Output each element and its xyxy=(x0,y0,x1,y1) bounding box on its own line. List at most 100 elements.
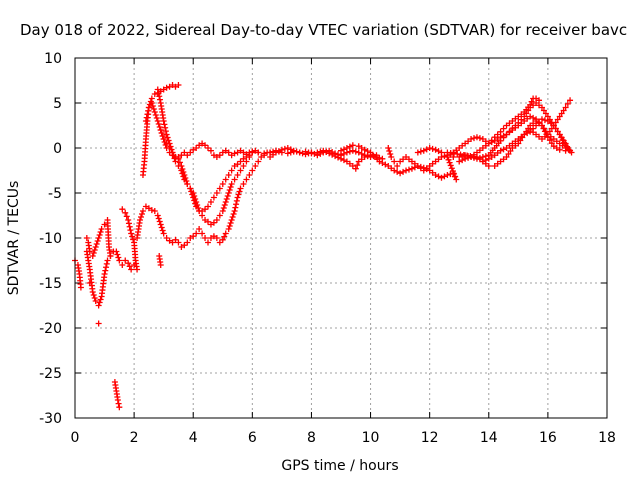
data-point xyxy=(394,163,401,169)
data-point xyxy=(213,190,220,196)
data-point xyxy=(441,153,448,160)
x-axis-label: GPS time / hours xyxy=(281,458,398,474)
data-point xyxy=(234,161,241,168)
data-point xyxy=(471,135,477,142)
data-point xyxy=(506,128,513,135)
data-point xyxy=(503,131,510,138)
data-point xyxy=(281,145,288,152)
data-point xyxy=(119,262,126,268)
data-point xyxy=(221,202,228,208)
data-point xyxy=(346,143,353,150)
data-point xyxy=(226,223,233,229)
data-point xyxy=(394,168,401,175)
data-point xyxy=(162,142,169,148)
data-point xyxy=(113,248,120,255)
data-point xyxy=(154,118,161,124)
data-point xyxy=(385,145,392,151)
data-point xyxy=(193,145,200,151)
data-point xyxy=(317,148,324,155)
data-point xyxy=(234,172,241,178)
data-point xyxy=(205,145,211,151)
data-point xyxy=(178,152,185,159)
data-point xyxy=(564,100,571,107)
data-point xyxy=(160,136,167,142)
y-tick-label: -30 xyxy=(39,411,62,427)
data-point xyxy=(391,158,398,165)
x-tick-label: 6 xyxy=(248,430,257,446)
data-point xyxy=(191,197,198,204)
data-point xyxy=(188,188,195,195)
data-point xyxy=(95,235,102,241)
data-point xyxy=(93,241,100,247)
data-point xyxy=(91,247,98,253)
data-point xyxy=(164,134,171,141)
data-point xyxy=(116,257,123,264)
data-point xyxy=(221,233,228,240)
data-point xyxy=(452,173,459,180)
data-point xyxy=(240,181,247,187)
data-point xyxy=(176,159,183,166)
data-point xyxy=(181,149,188,156)
data-point xyxy=(408,165,415,172)
data-point xyxy=(232,204,239,211)
data-point xyxy=(178,167,185,174)
data-point xyxy=(255,158,262,165)
data-point xyxy=(157,221,164,228)
data-point xyxy=(447,162,454,169)
data-point xyxy=(444,172,451,178)
data-point xyxy=(91,295,98,301)
data-point xyxy=(148,100,155,106)
data-point xyxy=(497,137,504,144)
data-point xyxy=(420,147,427,154)
data-point xyxy=(222,199,229,205)
data-point xyxy=(246,149,253,156)
data-point xyxy=(497,128,504,135)
data-point xyxy=(213,235,220,241)
data-point xyxy=(403,167,410,174)
data-point xyxy=(358,150,365,157)
data-point xyxy=(210,219,217,226)
data-point xyxy=(158,130,165,136)
series-track-late-3 xyxy=(456,95,543,165)
data-point xyxy=(352,148,359,155)
data-point xyxy=(175,163,182,169)
data-point xyxy=(125,220,132,227)
data-point xyxy=(233,197,240,204)
data-point xyxy=(142,118,149,124)
data-point xyxy=(538,116,545,123)
data-point xyxy=(397,170,404,177)
data-point xyxy=(98,226,105,232)
data-point xyxy=(223,196,230,202)
x-tick-label: 14 xyxy=(480,430,498,446)
data-point xyxy=(497,147,504,154)
data-point xyxy=(476,135,483,142)
data-point xyxy=(156,218,163,225)
data-point xyxy=(97,296,104,303)
data-point xyxy=(134,266,141,273)
data-point xyxy=(187,149,194,156)
data-point xyxy=(426,145,433,151)
data-point xyxy=(445,156,452,163)
data-point xyxy=(125,260,132,267)
data-point xyxy=(156,124,163,130)
data-points xyxy=(72,82,575,411)
data-point xyxy=(156,96,163,103)
axis-ticks: 0 2 4 6 8 10 12 14 16 18 -30 -25 -20 -15 -10 -5 0 5 10 xyxy=(39,51,616,446)
data-point xyxy=(202,206,209,213)
series-track-late-6 xyxy=(414,118,569,169)
x-tick-label: 16 xyxy=(539,430,557,446)
data-point xyxy=(160,118,167,124)
data-point xyxy=(89,253,96,259)
data-point xyxy=(169,239,176,246)
data-point xyxy=(287,146,294,153)
data-point xyxy=(196,226,203,232)
data-point xyxy=(172,236,179,243)
data-point xyxy=(361,146,368,153)
data-point xyxy=(352,165,359,172)
data-point xyxy=(228,181,235,187)
data-point xyxy=(180,173,187,180)
data-point xyxy=(243,176,250,183)
data-point xyxy=(414,149,421,156)
data-point xyxy=(213,217,220,223)
data-point xyxy=(115,400,122,407)
